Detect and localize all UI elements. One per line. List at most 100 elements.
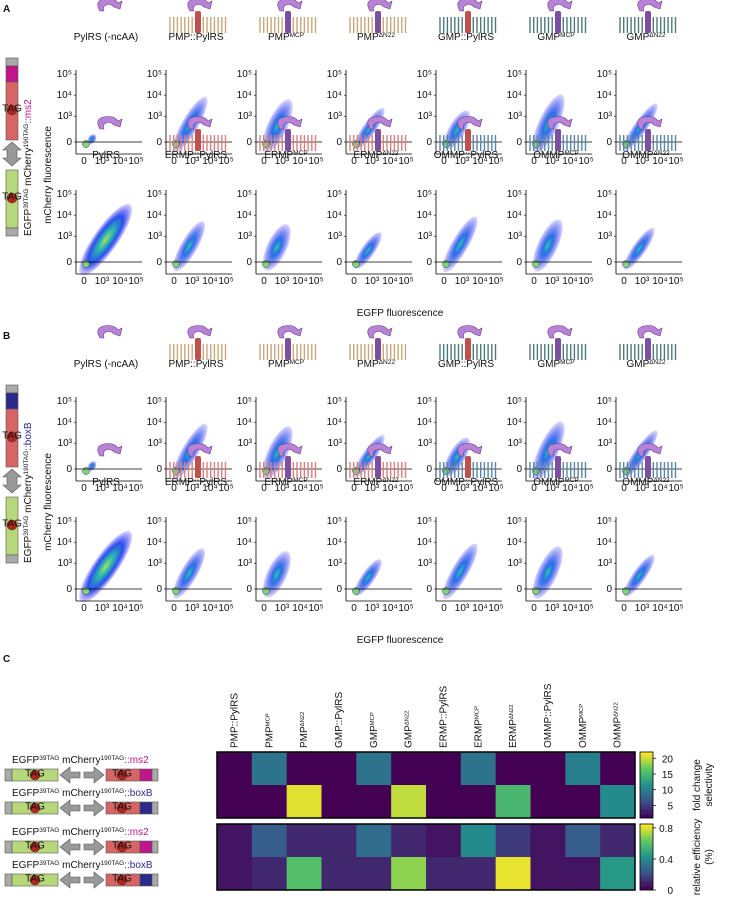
gene-end [151,873,159,887]
anchor [555,338,561,360]
label-sup: MCP [293,477,307,484]
label: OMMPΔN22 [613,702,624,748]
heatmap-cell [460,752,496,786]
arrows [59,838,105,856]
label-sup: MCP [560,359,574,366]
colorbar-step [640,883,653,886]
label-sup: MCP [474,706,480,719]
x-tick-label: 10³ [545,603,560,614]
colorbar-tick-label: 0.8 [659,824,673,835]
y-tick-label: 10⁵ [327,69,342,80]
construct-icon [97,116,123,130]
construct-icon [529,443,587,478]
pylrs [637,443,663,457]
colorbar-step [640,860,653,863]
colorbar-tick-label: 5 [667,801,673,812]
pylrs [457,443,483,457]
construct-label: EGFP39TAG mCherry190TAG::boxB [12,788,153,800]
colorbar-step [640,808,653,811]
pylrs [97,116,123,130]
y-tick-label: 10⁴ [57,90,72,101]
arrows [59,799,105,817]
colorbar-step [640,824,653,826]
construct-part: EGFP [12,860,40,871]
label: GMP::PylRS [334,692,345,748]
y-tick-label: 0 [336,584,342,595]
heatmap-cell [321,785,357,819]
y-tick-label: 10⁴ [507,417,522,428]
x-axis-title: EGFP fluorescence [357,635,444,646]
construct-part: mCherry [59,827,100,838]
label-sup: MCP [370,712,376,725]
colorbar-step [640,888,653,891]
x-tick-label: 0 [351,483,357,494]
construct-part: mCherry [59,860,100,871]
heatmap-cell [495,857,531,891]
colorbar-step [640,809,653,812]
colorbar-step [640,773,653,776]
x-tick-label: 10³ [95,603,110,614]
colorbar-step [640,865,653,868]
colorbar-title: selectivity [704,763,715,806]
cell-cloud [262,551,291,598]
heatmap-cell [286,824,322,858]
colorbar-step [640,840,653,843]
colorbar-step [640,816,653,819]
label: ERMPMCP [473,706,484,748]
x-tick-label: 10³ [455,276,470,287]
y-tick-label: 10³ [508,231,523,242]
rna-tag [5,392,19,410]
x-tick-label: 10³ [185,603,200,614]
pylrs [277,0,303,12]
heatmap-cell [286,857,322,891]
label: ERMPΔN22 [508,704,519,748]
x-tick-label: 10⁴ [292,483,307,494]
y-tick-label: 10⁵ [417,189,432,200]
colorbar-step [640,789,653,792]
construct-icon [619,116,677,151]
x-tick-label: 10⁴ [112,603,127,614]
cell-cloud [354,232,382,269]
colorbar-step [640,871,653,874]
label: PylRS (-ncAA) [74,32,138,43]
x-tick-label: 0 [81,276,87,287]
anchor [645,338,651,360]
cell-cloud [262,426,293,479]
x-tick-label: 0 [261,156,267,167]
label-main: ERMP [264,477,293,488]
gene-end [4,840,13,854]
heatmap-cell [426,824,462,858]
colorbar-step [640,753,653,756]
colorbar-step [640,866,653,869]
x-tick-label: 10⁴ [562,156,577,167]
heatmap-cell [217,785,253,819]
cell-core [352,260,360,268]
heatmap-cell [565,785,601,819]
pylrs [97,443,123,457]
tag-site [29,769,41,781]
construct-icon [259,443,317,478]
label: ERMPΔN22 [353,150,399,162]
colorbar-step [640,765,653,768]
anchor [195,11,201,33]
tag-site [6,104,18,116]
colorbar-step [640,875,653,878]
colorbar-step [640,791,653,794]
y-tick-label: 10⁵ [597,189,612,200]
cell-core [82,140,90,148]
label: GMPΔN22 [626,359,665,371]
y-tick-label: 10⁵ [237,516,252,527]
construct-icon [259,116,317,151]
tag-text: TAG [25,874,45,885]
cell-core [622,260,630,268]
x-tick-label: 10³ [185,276,200,287]
label-main: OMMP [613,717,624,748]
construct-icon [619,0,677,33]
anchor [465,338,471,360]
heatmap-cell [530,824,566,858]
x-tick-label: 10⁵ [308,603,323,614]
x-tick-label: 10³ [545,483,560,494]
